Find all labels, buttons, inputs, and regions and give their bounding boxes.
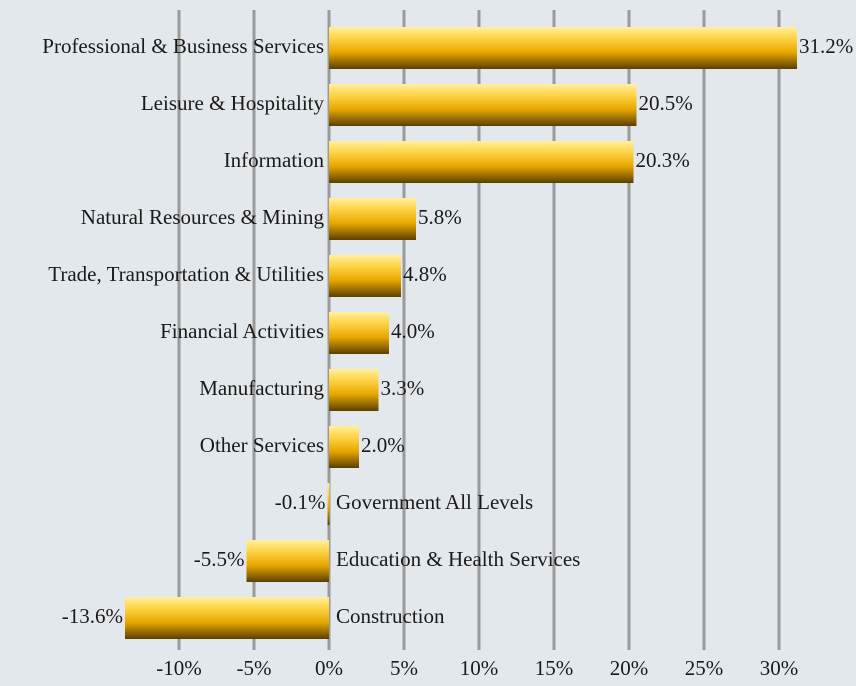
category-label: Manufacturing [199,376,324,400]
value-label: 20.5% [639,91,693,115]
category-label: Information [224,148,325,172]
x-tick-label: 15% [535,656,574,680]
bar [329,141,634,183]
bar [329,27,797,69]
bar [327,483,330,525]
category-label: Other Services [200,433,324,457]
value-label: -13.6% [62,604,123,628]
bar [329,312,389,354]
x-tick-label: 5% [390,656,418,680]
x-tick-label: 30% [760,656,799,680]
bar [329,198,416,240]
value-label: -5.5% [194,547,245,571]
category-label: Natural Resources & Mining [81,205,325,229]
value-label: -0.1% [275,490,326,514]
bar [329,369,379,411]
value-label: 4.0% [391,319,435,343]
value-label: 4.8% [403,262,447,286]
bar [329,84,637,126]
x-tick-label: -10% [156,656,202,680]
value-label: 3.3% [381,376,425,400]
x-tick-label: 10% [460,656,499,680]
category-label: Leisure & Hospitality [141,91,325,115]
bar [329,426,359,468]
bar [125,597,329,639]
category-label: Construction [336,604,445,628]
value-label: 20.3% [636,148,690,172]
category-label: Government All Levels [336,490,533,514]
x-tick-label: 20% [610,656,649,680]
bar [329,255,401,297]
x-tick-label: 0% [315,656,343,680]
category-label: Education & Health Services [336,547,580,571]
x-tick-label: -5% [237,656,272,680]
x-tick-label: 25% [685,656,724,680]
value-label: 31.2% [799,34,853,58]
value-label: 5.8% [418,205,462,229]
value-label: 2.0% [361,433,405,457]
category-label: Professional & Business Services [42,34,324,58]
category-label: Financial Activities [160,319,324,343]
category-label: Trade, Transportation & Utilities [48,262,324,286]
bar [246,540,329,582]
